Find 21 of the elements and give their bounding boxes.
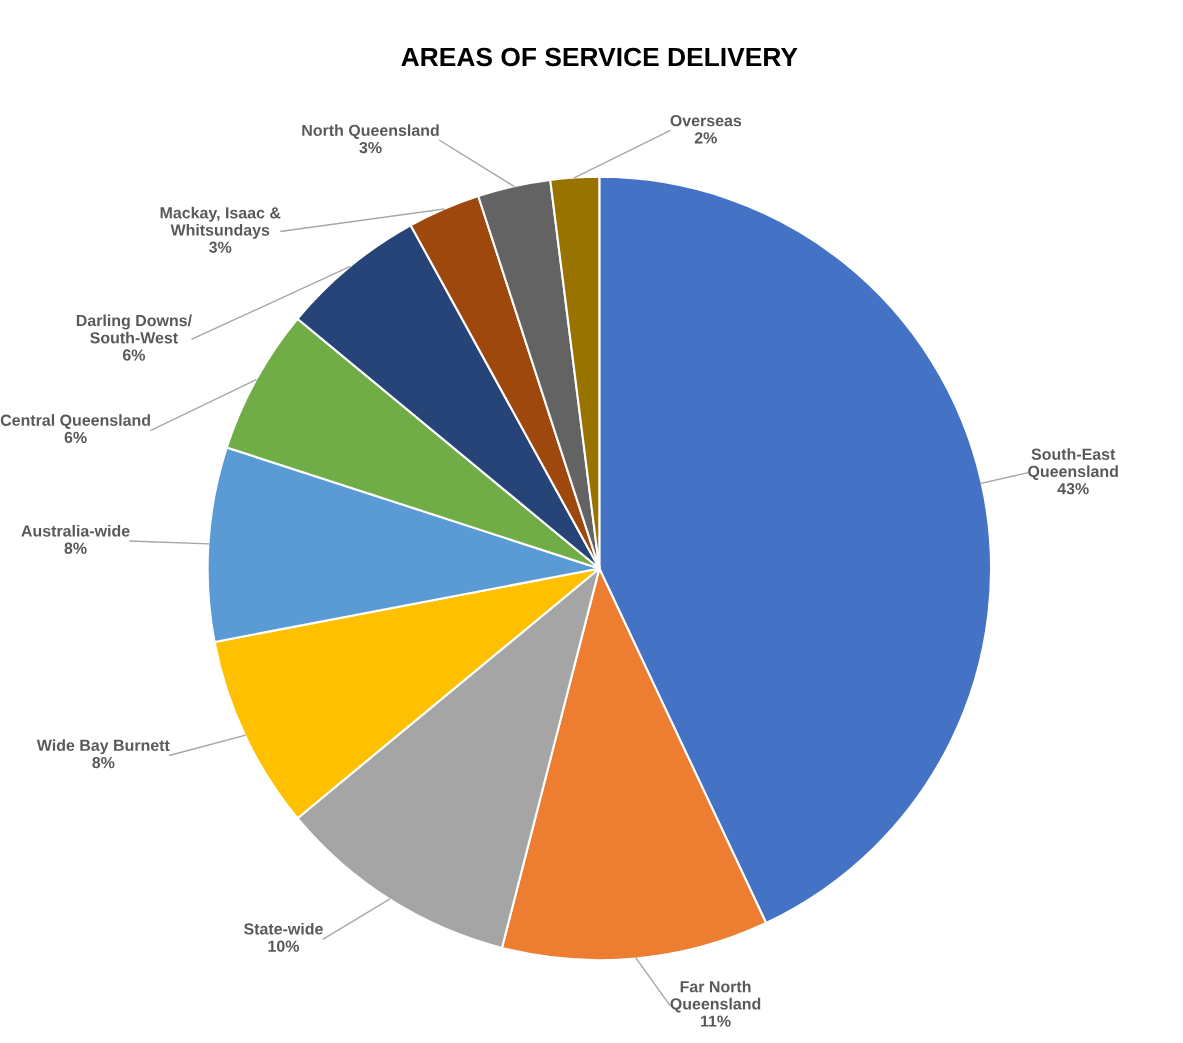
data-label: 11% [701, 1015, 731, 1027]
slice-label: Mackay, Isaac & Whitsundays [160, 206, 281, 239]
data-label: 2% [694, 132, 717, 144]
data-label: 8% [64, 542, 87, 554]
slice-label: Overseas [670, 115, 742, 127]
slice-label: Far North Queensland [670, 980, 761, 1013]
slice-label: Australia-wide [21, 524, 130, 537]
data-label: 8% [92, 756, 115, 769]
data-label: 10% [268, 940, 300, 952]
slice-label: State-wide [243, 922, 323, 935]
chart-title: AREAS OF SERVICE DELIVERY [401, 47, 798, 67]
data-label: 6% [64, 431, 87, 444]
data-label: 6% [122, 349, 146, 361]
slice-label: Darling Downs/ South-West [76, 314, 192, 344]
data-label: 3% [359, 141, 382, 154]
slice-label: Wide Bay Burnett [36, 739, 170, 755]
data-label: 3% [209, 241, 232, 253]
data-label: 43% [1057, 482, 1089, 495]
slice-label: North Queensland [302, 124, 439, 140]
slice-label: South-East Queensland [1028, 448, 1118, 481]
slice-label: Central Queensland [0, 414, 150, 429]
